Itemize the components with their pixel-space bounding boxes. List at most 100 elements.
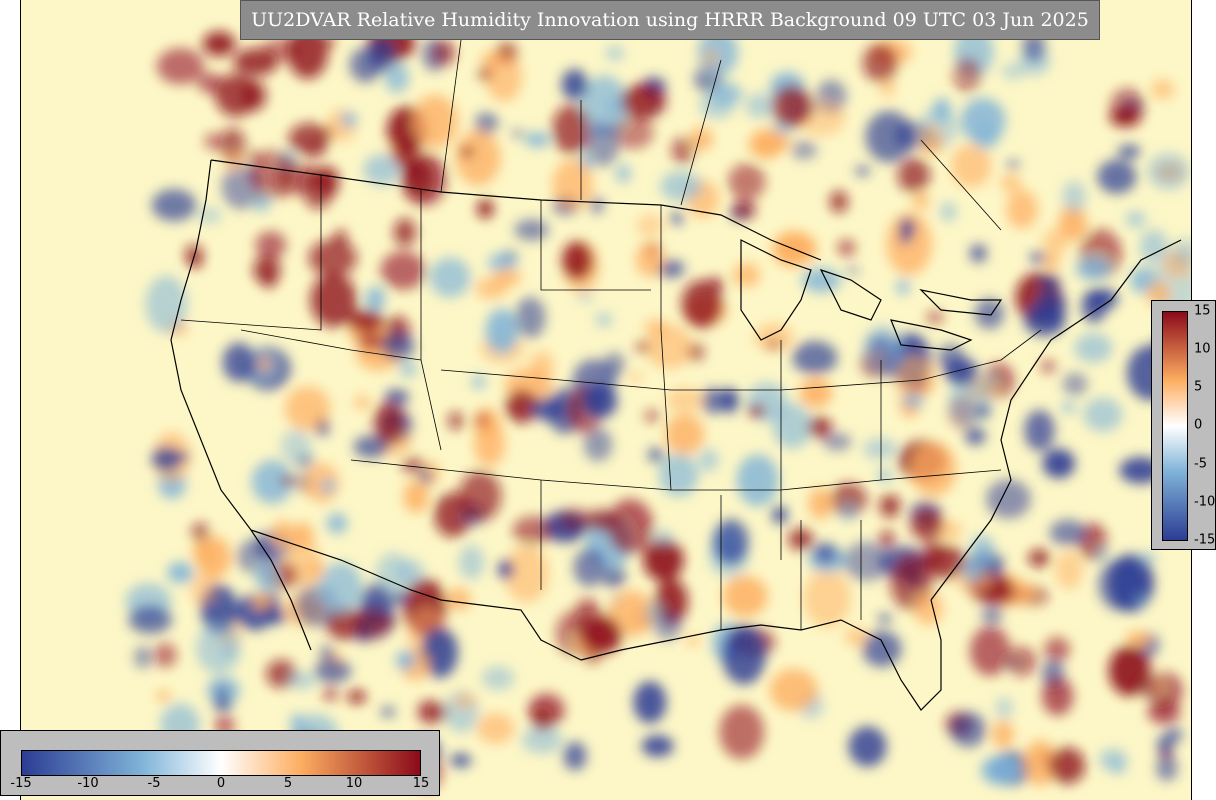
innovation-blob bbox=[969, 244, 987, 263]
innovation-blob bbox=[713, 518, 749, 565]
innovation-blob bbox=[719, 704, 765, 760]
innovation-blob bbox=[910, 441, 957, 497]
innovation-blob bbox=[385, 389, 398, 405]
innovation-blob bbox=[750, 128, 783, 159]
innovation-blob bbox=[255, 562, 278, 592]
innovation-blob bbox=[823, 433, 852, 451]
horizontal-colorbar: -15 -10 -5 0 5 10 15 bbox=[0, 730, 440, 796]
horizontal-colorbar-gradient bbox=[21, 750, 421, 776]
innovation-blob bbox=[952, 57, 982, 93]
cbar-h-tick-label: -15 bbox=[10, 776, 32, 791]
innovation-blob bbox=[732, 200, 756, 220]
innovation-blob bbox=[1126, 631, 1151, 646]
innovation-blob bbox=[326, 512, 348, 534]
innovation-blob bbox=[529, 351, 555, 382]
innovation-blob bbox=[514, 219, 549, 241]
innovation-blob bbox=[455, 130, 501, 186]
innovation-blob bbox=[641, 735, 674, 757]
innovation-blob bbox=[459, 470, 502, 521]
innovation-blob bbox=[426, 701, 448, 724]
innovation-blob bbox=[573, 548, 606, 587]
innovation-blob bbox=[754, 323, 794, 352]
innovation-blob bbox=[837, 239, 856, 257]
coastlines-and-borders bbox=[170, 159, 1182, 711]
innovation-blob bbox=[420, 627, 458, 678]
innovation-blob bbox=[167, 561, 194, 584]
cbar-v-tick-label: 5 bbox=[1194, 379, 1203, 395]
cbar-v-tick-label: -5 bbox=[1194, 456, 1207, 472]
innovation-blob bbox=[1147, 700, 1181, 725]
innovation-blob bbox=[458, 545, 485, 580]
innovation-blob bbox=[886, 212, 932, 276]
innovation-blob bbox=[709, 82, 743, 106]
innovation-blob bbox=[950, 712, 987, 748]
innovation-blob bbox=[681, 280, 723, 328]
cbar-h-tick-label: 10 bbox=[345, 776, 363, 791]
innovation-blob bbox=[289, 522, 315, 549]
innovation-blob bbox=[412, 94, 458, 148]
innovation-blob bbox=[665, 414, 705, 455]
innovation-blob bbox=[926, 311, 944, 324]
innovation-blob bbox=[583, 427, 613, 462]
innovation-blob bbox=[613, 116, 654, 150]
innovation-blob bbox=[652, 612, 683, 640]
innovation-blob bbox=[983, 373, 998, 389]
innovation-blob bbox=[396, 559, 424, 585]
innovation-blob bbox=[897, 157, 931, 193]
innovation-blob bbox=[401, 456, 426, 475]
innovation-blob bbox=[450, 753, 472, 768]
innovation-blob bbox=[1125, 211, 1146, 228]
innovation-blob bbox=[367, 36, 396, 73]
innovation-blob bbox=[879, 494, 901, 518]
innovation-blob bbox=[353, 395, 371, 410]
innovation-blob bbox=[1048, 747, 1086, 784]
innovation-blob bbox=[481, 666, 515, 690]
innovation-blob bbox=[473, 423, 506, 467]
innovation-blob bbox=[585, 509, 618, 531]
innovation-blob bbox=[1083, 397, 1123, 432]
innovation-blob bbox=[1006, 160, 1020, 169]
innovation-blob bbox=[447, 411, 464, 430]
innovation-blob bbox=[151, 189, 197, 222]
cbar-h-tick-label: 0 bbox=[216, 776, 226, 791]
innovation-blob bbox=[1040, 359, 1056, 374]
innovation-blob bbox=[334, 229, 348, 247]
innovation-blob bbox=[792, 340, 838, 375]
innovation-blob bbox=[772, 403, 813, 449]
innovation-blob bbox=[255, 231, 287, 259]
innovation-blob bbox=[1028, 549, 1050, 568]
innovation-blob bbox=[1042, 228, 1069, 257]
innovation-blob bbox=[511, 129, 525, 139]
innovation-blob bbox=[843, 541, 890, 582]
innovation-blob bbox=[912, 192, 930, 211]
innovation-blob bbox=[1042, 448, 1075, 479]
innovation-blob bbox=[1139, 229, 1169, 265]
innovation-blob bbox=[629, 372, 643, 383]
innovation-blob bbox=[1044, 636, 1070, 662]
innovation-blob bbox=[1117, 144, 1141, 159]
innovation-blob bbox=[347, 690, 366, 704]
innovation-blob bbox=[242, 80, 267, 111]
innovation-blob bbox=[196, 622, 241, 674]
innovation-blob bbox=[487, 253, 518, 273]
innovation-blob bbox=[808, 487, 833, 520]
innovation-blob bbox=[1109, 108, 1141, 127]
innovation-blob bbox=[288, 672, 316, 689]
innovation-blob bbox=[771, 85, 813, 128]
innovation-blob bbox=[1171, 238, 1191, 266]
innovation-blob bbox=[910, 507, 943, 542]
humidity-innovation-field bbox=[125, 24, 1191, 791]
innovation-blob bbox=[1024, 409, 1055, 452]
innovation-blob bbox=[213, 698, 233, 711]
innovation-blob bbox=[279, 475, 296, 486]
innovation-blob bbox=[976, 404, 991, 418]
innovation-blob bbox=[365, 286, 385, 312]
innovation-blob bbox=[394, 389, 409, 406]
innovation-blob bbox=[133, 645, 153, 669]
innovation-blob bbox=[272, 520, 293, 549]
innovation-blob bbox=[393, 142, 416, 169]
innovation-blob bbox=[940, 202, 957, 222]
innovation-blob bbox=[429, 257, 471, 298]
innovation-blob bbox=[951, 144, 992, 188]
